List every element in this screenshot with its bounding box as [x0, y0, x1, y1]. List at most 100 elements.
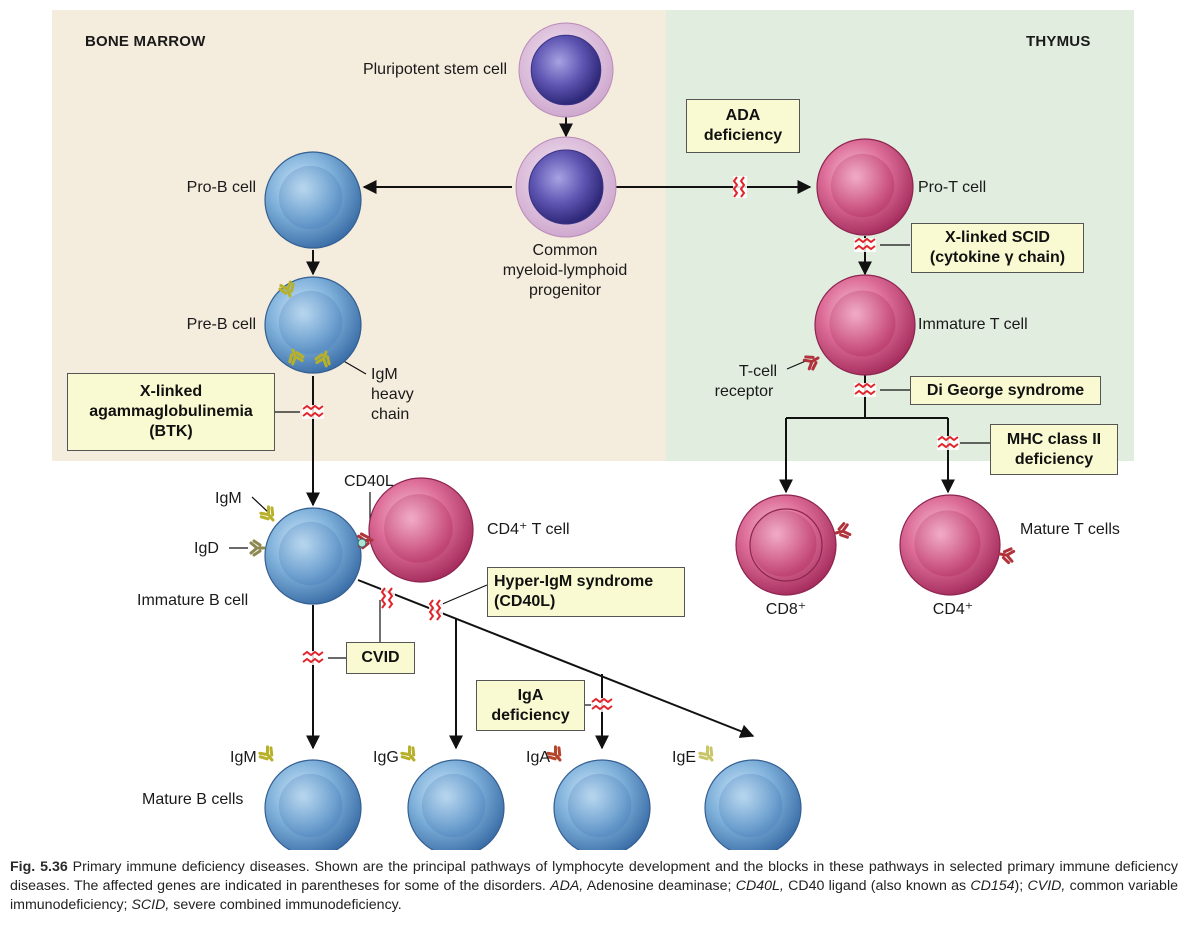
immature-t-cell-label: Immature T cell [918, 316, 1028, 333]
common-progenitor-label-line3: progenitor [528, 282, 602, 299]
mhc2-block-mark [937, 435, 959, 450]
ada-deficiency-line1: ADA [725, 107, 761, 124]
figure-caption: Fig. 5.36 Primary immune deficiency dise… [10, 858, 1178, 915]
iga-deficiency-box: IgA deficiency [476, 680, 585, 731]
cd40-contact-icon [357, 538, 367, 548]
x-linked-scid-line1: X-linked SCID [945, 229, 1050, 246]
caption-text-2: Adenosine deaminase; [583, 878, 736, 894]
caption-fig-number: Fig. 5.36 [10, 859, 68, 875]
x-linked-agammaglobulinemia-box: X-linked agammaglobulinemia (BTK) [67, 373, 275, 451]
igg-label: IgG [373, 749, 399, 766]
igm-heavy-chain-icon-3 [314, 350, 331, 368]
cd4-mature-t-cell [899, 494, 1016, 596]
pre-b-cell [264, 276, 362, 374]
immature-b-cell-label: Immature B cell [137, 592, 249, 609]
caption-text-6: severe combined immunodeficiency. [169, 897, 402, 913]
ada-deficiency-box: ADA deficiency [686, 99, 800, 153]
caption-scid: SCID, [131, 897, 170, 913]
di-george-line1: Di George syndrome [926, 382, 1085, 399]
mature-b-cell-iga [546, 745, 651, 850]
caption-text-5: common variable immunodeficiency; [10, 878, 1178, 913]
iga-receptor-icon [546, 745, 562, 762]
bone-marrow-title: BONE MARROW [85, 33, 206, 50]
cvid-line1: CVID [361, 649, 400, 666]
cd4-label: CD4⁺ [932, 601, 974, 618]
immune-deficiency-diagram: BONE MARROW THYMUS Pluripotent stem cell… [52, 10, 1134, 850]
ige-receptor-icon [698, 745, 714, 762]
iga-label: IgA [526, 749, 551, 766]
xla-line3: (BTK) [149, 423, 193, 440]
igm-heavy-chain-label-line3: chain [371, 406, 410, 423]
x-linked-scid-line2: (cytokine γ chain) [929, 249, 1066, 266]
igm-heavy-chain-label-line1: IgM [371, 366, 398, 383]
common-progenitor-label-line1: Common [532, 242, 598, 259]
pro-t-cell [816, 138, 914, 236]
cd8-inner-ring [749, 508, 823, 582]
di-george-syndrome-box: Di George syndrome [910, 376, 1101, 405]
immature-b-cell [249, 505, 362, 605]
t-cell-receptor-icon [802, 355, 820, 371]
pro-t-cell-label: Pro-T cell [918, 179, 987, 196]
x-linked-scid-box: X-linked SCID (cytokine γ chain) [911, 223, 1084, 273]
iga-deficiency-line1: IgA [517, 687, 544, 704]
mhc2-line1: MHC class II [1006, 431, 1102, 448]
ada-block-mark [732, 176, 747, 198]
mature-b-cell-ige [698, 745, 802, 850]
common-progenitor-cell [515, 136, 617, 238]
x-scid-block-mark [854, 237, 876, 252]
xla-line1: X-linked [139, 383, 203, 400]
cd40l-label: CD40L [344, 473, 394, 490]
pro-b-cell-label: Pro-B cell [186, 179, 256, 196]
cells [249, 22, 1016, 850]
xla-line2: agammaglobulinemia [89, 403, 253, 420]
hyper-igm-syndrome-box: Hyper-IgM syndrome (CD40L) [487, 567, 685, 617]
cd8-mature-t-cell [735, 494, 852, 596]
iga-deficiency-block-mark [591, 697, 613, 712]
thymus-title: THYMUS [1026, 33, 1091, 50]
block-marks [302, 176, 959, 712]
digeorge-block-mark [854, 382, 876, 397]
pro-b-cell [264, 151, 362, 249]
caption-cd154: CD154 [970, 878, 1015, 894]
hyper-igm-line1: Hyper-IgM syndrome [494, 573, 654, 590]
cvid-switch-block-mark [380, 587, 395, 609]
caption-ada: ADA, [550, 878, 584, 894]
igm-receptor-icon [259, 505, 275, 522]
caption-text-3: CD40 ligand (also known as [783, 878, 971, 894]
iga-deficiency-line2: deficiency [491, 707, 570, 724]
mature-b-cell-igm [258, 745, 362, 850]
igg-receptor-icon [400, 745, 416, 762]
mature-b-cells-label: Mature B cells [142, 791, 244, 808]
ada-deficiency-line2: deficiency [703, 127, 783, 144]
igm-heavy-chain-icon-1 [278, 280, 295, 298]
t-cell-receptor-label-line1: T-cell [738, 363, 778, 380]
cvid-block-mark [302, 650, 324, 665]
caption-cd40l: CD40L, [735, 878, 784, 894]
igm-heavy-chain-label-line2: heavy [371, 386, 414, 403]
igd-label: IgD [194, 540, 219, 557]
igd-receptor-icon [249, 539, 266, 557]
common-progenitor-label-line2: myeloid-lymphoid [502, 262, 628, 279]
caption-text-4: ); [1014, 878, 1028, 894]
mature-igm-icon [258, 745, 274, 762]
mhc2-line2: deficiency [1014, 451, 1094, 468]
mhc-class-ii-deficiency-box: MHC class II deficiency [990, 424, 1118, 475]
hyper-igm-block-mark [428, 599, 443, 621]
cd8-label: CD8⁺ [765, 601, 807, 618]
immature-t-cell [802, 274, 916, 376]
caption-cvid: CVID, [1027, 878, 1066, 894]
mature-t-cells-label: Mature T cells [1020, 521, 1120, 538]
hyper-igm-line2: (CD40L) [494, 593, 556, 610]
cd4-tcr-icon [998, 547, 1016, 565]
cd8-tcr-icon [834, 522, 852, 539]
cd4-t-cell-label: CD4⁺ T cell [487, 521, 570, 538]
cd4-t-cell [357, 477, 474, 583]
t-cell-receptor-label-line2: receptor [714, 383, 774, 400]
mature-b-cell-igg [400, 745, 505, 850]
igm-heavy-chain-icon-2 [288, 348, 305, 366]
pluripotent-stem-cell-label: Pluripotent stem cell [362, 61, 507, 78]
cvid-box: CVID [346, 642, 415, 674]
caption-text-1: Primary immune deficiency diseases. Show… [10, 859, 1178, 894]
ige-label: IgE [672, 749, 697, 766]
pluripotent-stem-cell [518, 22, 614, 118]
